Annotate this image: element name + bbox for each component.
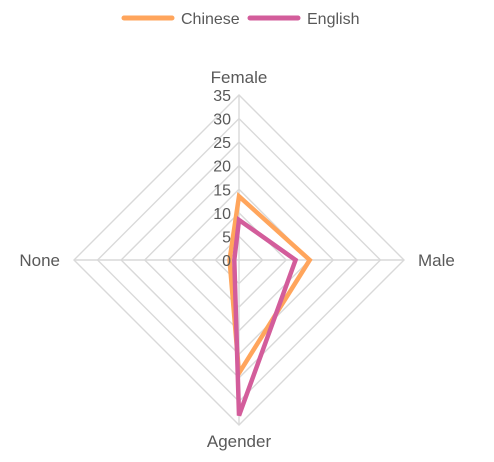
tick-label-10: 10 xyxy=(213,206,231,223)
tick-label-15: 15 xyxy=(213,182,231,199)
legend-item-english: English xyxy=(247,11,359,28)
tick-label-0: 0 xyxy=(222,253,231,270)
series-line-english xyxy=(232,215,299,417)
tick-label-30: 30 xyxy=(213,112,231,129)
series-layer xyxy=(227,191,313,417)
legend-label-english: English xyxy=(307,11,359,28)
tick-label-20: 20 xyxy=(213,159,231,176)
legend: Chinese English xyxy=(121,11,359,28)
category-label-female: Female xyxy=(211,68,268,87)
tick-layer: 0 5 10 15 20 25 30 35 xyxy=(213,88,231,270)
legend-item-chinese: Chinese xyxy=(121,11,240,28)
legend-label-chinese: Chinese xyxy=(181,11,240,28)
tick-label-35: 35 xyxy=(213,88,231,105)
category-label-agender: Agender xyxy=(207,432,272,451)
category-label-male: Male xyxy=(418,251,455,270)
axis-label-layer: Female Male Agender None xyxy=(19,68,455,451)
tick-label-25: 25 xyxy=(213,135,231,152)
category-label-none: None xyxy=(19,251,60,270)
tick-label-5: 5 xyxy=(222,229,231,246)
